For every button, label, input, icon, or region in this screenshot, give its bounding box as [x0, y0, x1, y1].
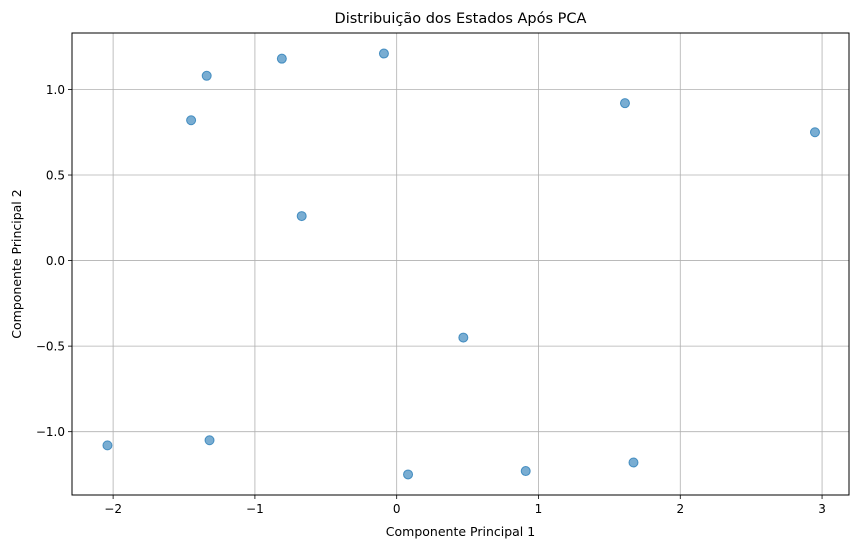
data-points: [102, 48, 820, 480]
scatter-point: [458, 332, 469, 343]
scatter-point: [809, 127, 820, 138]
scatter-point: [102, 440, 113, 451]
axis-ticks: −2 −1 0 1 2 3 −1.0 −0.5 0.0 0.5 1.0: [36, 83, 826, 516]
x-tick-label: 0: [393, 502, 401, 516]
x-tick-label: 3: [818, 502, 826, 516]
scatter-point: [403, 469, 414, 480]
grid: [72, 33, 849, 495]
y-tick-label: −0.5: [36, 340, 65, 354]
y-tick-label: −1.0: [36, 425, 65, 439]
x-tick-label: −1: [246, 502, 264, 516]
scatter-point: [201, 70, 212, 81]
chart-title: Distribuição dos Estados Após PCA: [335, 11, 587, 27]
scatter-point: [628, 457, 639, 468]
y-tick-label: 1.0: [46, 83, 65, 97]
y-tick-label: 0.5: [46, 169, 65, 183]
x-tick-label: −2: [104, 502, 122, 516]
scatter-point: [204, 435, 215, 446]
scatter-point: [520, 466, 531, 477]
y-axis-label: Componente Principal 2: [9, 189, 24, 338]
scatter-point: [619, 98, 630, 109]
scatter-point: [186, 115, 197, 126]
x-tick-label: 1: [535, 502, 543, 516]
y-tick-label: 0.0: [46, 254, 65, 268]
x-axis-label: Componente Principal 1: [386, 524, 535, 539]
scatter-point: [276, 53, 287, 64]
plot-frame: [71, 32, 850, 496]
x-tick-label: 2: [676, 502, 684, 516]
scatter-point: [296, 211, 307, 222]
scatter-point: [378, 48, 389, 59]
